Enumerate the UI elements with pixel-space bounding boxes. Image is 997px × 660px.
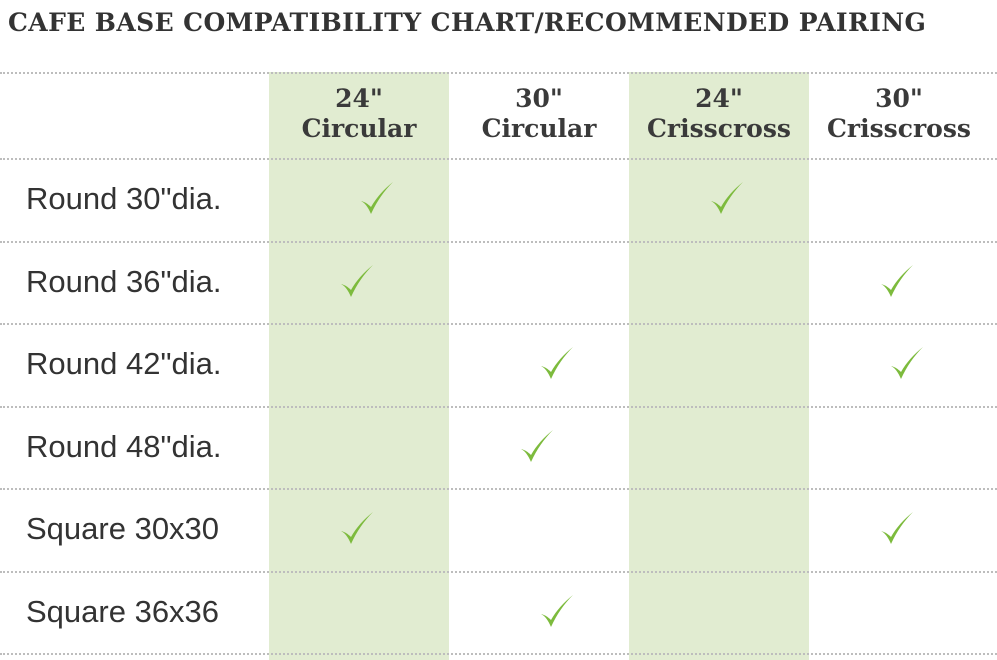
check-mark-icon (891, 347, 923, 380)
row-label: Round 30"dia. (26, 181, 222, 217)
row-divider (0, 158, 997, 160)
chart-title: CAFE BASE COMPATIBILITY CHART/RECOMMENDE… (8, 8, 927, 37)
column-header-name: Circular (481, 114, 597, 143)
column-header-size: 24" (695, 84, 743, 113)
row-divider (0, 72, 997, 74)
check-mark-icon (541, 594, 573, 627)
column-header-name: Circular (301, 114, 417, 143)
row-label: Round 36"dia. (26, 263, 222, 299)
row-label: Square 36x36 (26, 593, 220, 629)
column-band-2 (629, 72, 809, 660)
row-divider (0, 241, 997, 243)
row-divider (0, 406, 997, 408)
row-label: Round 42"dia. (26, 346, 222, 382)
check-mark-icon (881, 512, 913, 545)
column-header-name: Crisscross (827, 114, 971, 143)
column-header: 24" Circular (269, 84, 449, 144)
column-header-size: 30" (875, 84, 923, 113)
check-mark-icon (341, 512, 373, 545)
check-mark-icon (541, 347, 573, 380)
row-label: Square 30x30 (26, 511, 220, 547)
row-divider (0, 323, 997, 325)
row-divider (0, 488, 997, 490)
check-mark-icon (341, 264, 373, 297)
column-header-size: 24" (335, 84, 383, 113)
check-mark-icon (361, 182, 393, 215)
column-band-0 (269, 72, 449, 660)
column-header: 24" Crisscross (629, 84, 809, 144)
column-header-size: 30" (515, 84, 563, 113)
column-header: 30" Crisscross (809, 84, 989, 144)
column-header-name: Crisscross (647, 114, 791, 143)
check-mark-icon (881, 264, 913, 297)
check-mark-icon (521, 429, 553, 462)
column-header: 30" Circular (449, 84, 629, 144)
row-divider (0, 571, 997, 573)
check-mark-icon (711, 182, 743, 215)
row-divider (0, 653, 997, 655)
row-label: Round 48"dia. (26, 428, 222, 464)
